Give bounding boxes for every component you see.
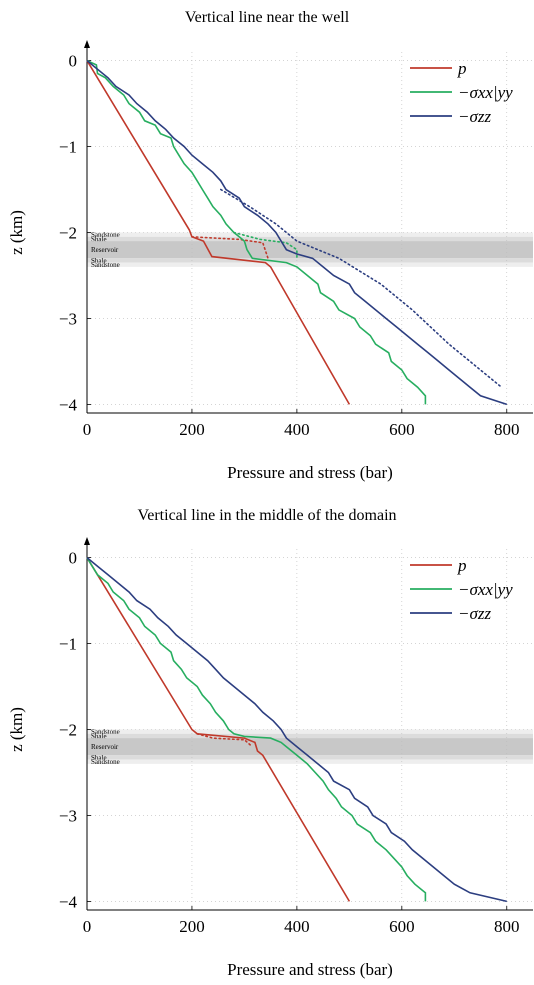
- y-tick-label: 0: [69, 52, 78, 71]
- y-tick-label: −4: [59, 395, 78, 414]
- chart-panel-near-well: Vertical line near the wellSandstoneShal…: [7, 9, 533, 482]
- y-tick-label: −3: [59, 309, 77, 328]
- x-tick-label: 0: [83, 420, 92, 439]
- layer-band: [87, 733, 533, 739]
- y-tick-label: −2: [59, 721, 77, 740]
- chart-title: Vertical line near the well: [185, 9, 350, 26]
- series-dotted-line: [220, 188, 503, 388]
- legend-label: −σxx|yy: [458, 83, 513, 102]
- layer-band: [87, 241, 533, 259]
- layer-label: Sandstone: [91, 261, 120, 269]
- layer-band: [87, 759, 533, 764]
- layer-label: Reservoir: [91, 743, 119, 751]
- series-dotted-line: [233, 231, 298, 260]
- series-line: [86, 59, 427, 405]
- legend-label: −σzz: [458, 107, 491, 126]
- y-tick-label: −3: [59, 806, 77, 825]
- series-line: [86, 59, 508, 406]
- legend-label: p: [457, 59, 467, 78]
- x-tick-label: 600: [389, 420, 415, 439]
- y-tick-label: −1: [59, 138, 77, 157]
- chart-title: Vertical line in the middle of the domai…: [137, 507, 396, 524]
- y-tick-label: −4: [59, 892, 78, 911]
- series-dotted-line: [196, 733, 254, 748]
- x-tick-label: 600: [389, 917, 415, 936]
- layer-band: [87, 262, 533, 267]
- legend-label: −σxx|yy: [458, 580, 513, 599]
- x-tick-label: 400: [284, 420, 310, 439]
- layer-label: Reservoir: [91, 246, 119, 254]
- chart-panel-middle-domain: Vertical line in the middle of the domai…: [7, 507, 533, 979]
- layer-label: Shale: [91, 754, 107, 762]
- series-line: [86, 557, 427, 902]
- layer-label: Shale: [91, 235, 107, 243]
- layer-band: [87, 258, 533, 263]
- x-tick-label: 400: [284, 917, 310, 936]
- series-line: [86, 60, 351, 405]
- layer-label: Sandstone: [91, 728, 120, 736]
- series-dotted-line: [191, 236, 269, 260]
- layer-label: Sandstone: [91, 231, 120, 239]
- series-line: [86, 556, 507, 903]
- layer-label: Shale: [91, 732, 107, 740]
- legend-label: p: [457, 556, 467, 575]
- x-tick-label: 0: [83, 917, 92, 936]
- y-tick-label: 0: [69, 549, 78, 568]
- x-axis-label: Pressure and stress (bar): [227, 463, 393, 482]
- layer-label: Sandstone: [91, 758, 120, 766]
- layer-band: [87, 232, 533, 237]
- x-axis-label: Pressure and stress (bar): [227, 960, 393, 979]
- x-tick-label: 800: [494, 420, 520, 439]
- layer-band: [87, 738, 533, 756]
- x-tick-label: 200: [179, 917, 205, 936]
- legend-label: −σzz: [458, 604, 491, 623]
- y-axis-label: z (km): [7, 707, 26, 752]
- layer-band: [87, 236, 533, 242]
- y-tick-label: −1: [59, 635, 77, 654]
- y-axis-arrow: [84, 537, 90, 545]
- y-axis-label: z (km): [7, 210, 26, 255]
- layer-band: [87, 729, 533, 734]
- y-tick-label: −2: [59, 224, 77, 243]
- layer-label: Shale: [91, 257, 107, 265]
- x-tick-label: 800: [494, 917, 520, 936]
- x-tick-label: 200: [179, 420, 205, 439]
- series-line: [86, 557, 351, 902]
- y-axis-arrow: [84, 40, 90, 48]
